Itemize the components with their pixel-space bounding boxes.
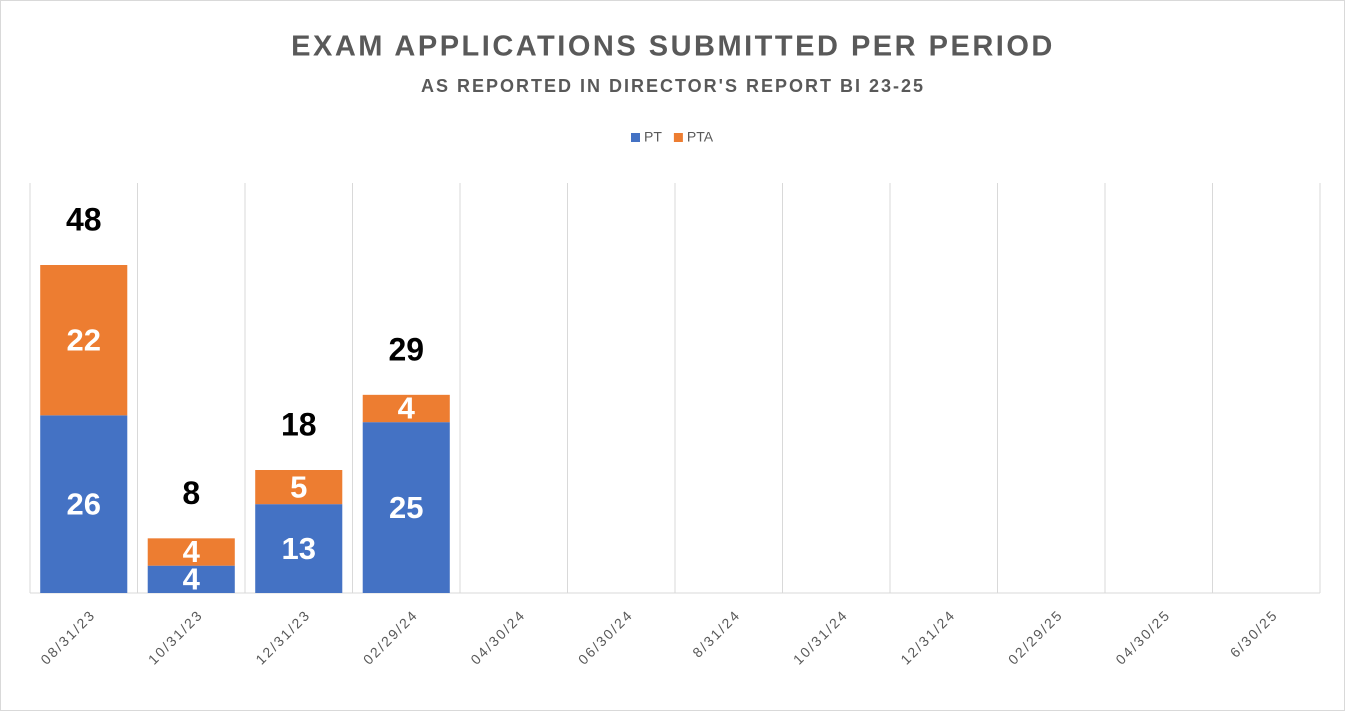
total-label: 29	[388, 331, 424, 367]
legend-label: PT	[644, 129, 662, 145]
total-label: 8	[182, 475, 200, 511]
segment-label: 25	[389, 490, 423, 525]
bar-segment	[255, 470, 343, 505]
total-label: 48	[66, 201, 102, 237]
chart-title: EXAM APPLICATIONS SUBMITTED PER PERIOD	[291, 31, 1055, 63]
segment-label: 4	[398, 391, 416, 426]
bar-segment	[362, 422, 450, 593]
segment-label: 5	[290, 469, 307, 504]
total-label: 18	[281, 406, 317, 442]
legend-swatch	[631, 133, 640, 142]
bar-segment	[362, 394, 450, 423]
segment-label: 4	[183, 562, 201, 597]
segment-label: 13	[282, 531, 316, 566]
bar-segment	[147, 565, 235, 593]
segment-label: 22	[67, 322, 101, 357]
legend-swatch	[673, 133, 683, 142]
chart-subtitle: AS REPORTED IN DIRECTOR'S REPORT BI 23-2…	[421, 76, 925, 96]
legend-label: PTA	[687, 129, 714, 145]
legend: PT PTA	[631, 129, 714, 145]
bar-segment	[40, 415, 128, 593]
bar-segment	[147, 538, 235, 566]
segment-label: 26	[67, 486, 101, 521]
segment-label: 4	[183, 534, 201, 569]
bar-segment	[255, 504, 343, 593]
bar-segment	[40, 265, 128, 416]
